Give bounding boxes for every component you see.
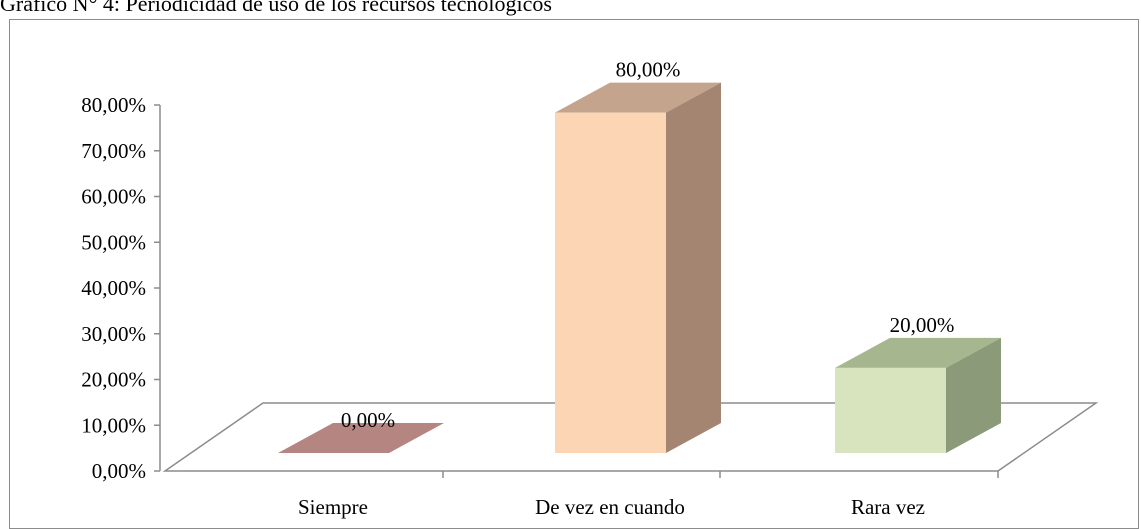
bar-top — [835, 337, 1001, 368]
bar-front — [555, 112, 666, 454]
y-axis: 0,00% 10,00% 20,00% 30,00% 40,00% 50,00% 60,00… — [81, 93, 161, 483]
data-label: 80,00% — [616, 58, 681, 82]
x-tick-label: De vez en cuando — [535, 495, 685, 519]
bar-side — [666, 82, 721, 454]
y-tick-label: 0,00% — [92, 459, 146, 483]
y-tick-label: 20,00% — [81, 368, 146, 392]
y-tick-label: 70,00% — [81, 139, 146, 163]
bar-1 — [278, 423, 444, 453]
y-tick-label: 50,00% — [81, 230, 146, 254]
y-tick-label: 30,00% — [81, 322, 146, 346]
y-tick-label: 80,00% — [81, 93, 146, 117]
y-tick-label: 10,00% — [81, 413, 146, 437]
bar-2 — [555, 82, 721, 454]
bar-front — [835, 367, 946, 453]
data-label: 0,00% — [341, 408, 395, 432]
bar-side — [946, 337, 1001, 453]
data-labels: 0,00% 80,00% 20,00% — [341, 58, 955, 432]
chart-caption: Gráfico N° 4: Periodicidad de uso de los… — [0, 0, 552, 16]
bars — [278, 82, 1001, 454]
bar-top — [278, 423, 444, 453]
bar-top — [555, 82, 721, 113]
bar-3 — [835, 337, 1001, 453]
x-axis-labels: Siempre De vez en cuando Rara vez — [298, 471, 999, 519]
y-tick-label: 60,00% — [81, 185, 146, 209]
data-label: 20,00% — [890, 313, 955, 337]
x-tick-label: Siempre — [298, 495, 368, 519]
y-tick-label: 40,00% — [81, 276, 146, 300]
x-tick-label: Rara vez — [851, 495, 925, 519]
